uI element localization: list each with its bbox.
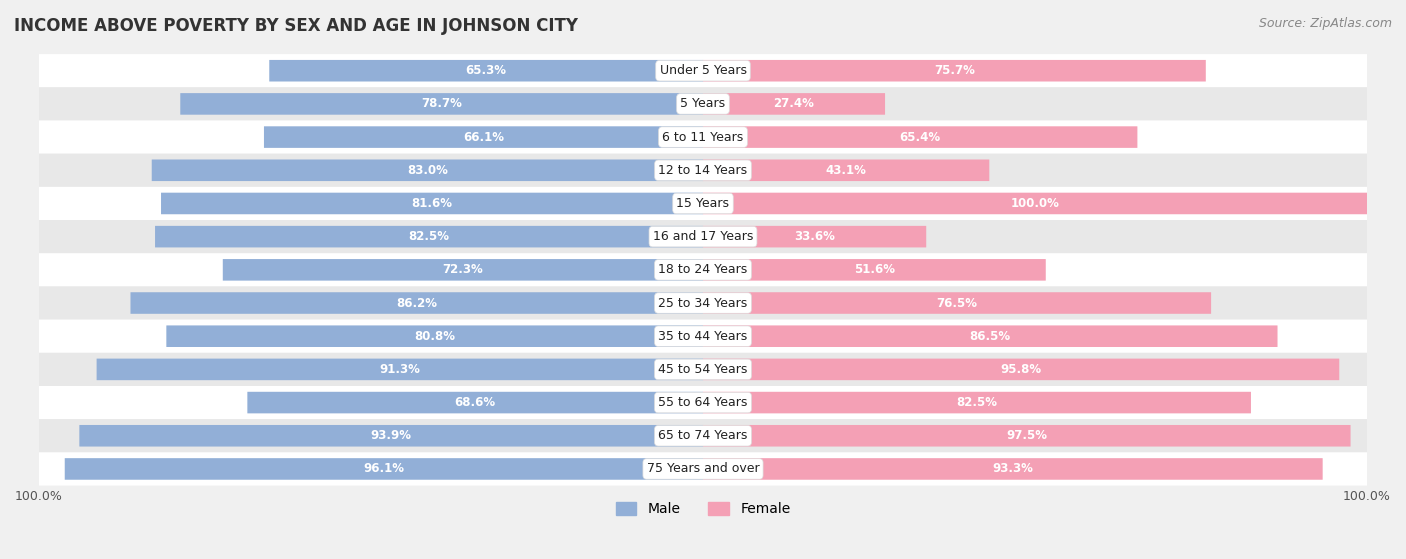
FancyBboxPatch shape bbox=[39, 353, 1367, 386]
FancyBboxPatch shape bbox=[703, 458, 1323, 480]
Text: 15 Years: 15 Years bbox=[676, 197, 730, 210]
Text: 25 to 34 Years: 25 to 34 Years bbox=[658, 296, 748, 310]
Text: 96.1%: 96.1% bbox=[363, 462, 405, 476]
Text: 51.6%: 51.6% bbox=[853, 263, 894, 276]
Text: 80.8%: 80.8% bbox=[415, 330, 456, 343]
Text: 86.2%: 86.2% bbox=[396, 296, 437, 310]
FancyBboxPatch shape bbox=[65, 458, 703, 480]
Text: 82.5%: 82.5% bbox=[956, 396, 997, 409]
Text: 65.3%: 65.3% bbox=[465, 64, 506, 77]
FancyBboxPatch shape bbox=[703, 60, 1206, 82]
FancyBboxPatch shape bbox=[703, 93, 884, 115]
FancyBboxPatch shape bbox=[166, 325, 703, 347]
FancyBboxPatch shape bbox=[703, 259, 1046, 281]
FancyBboxPatch shape bbox=[703, 392, 1251, 413]
FancyBboxPatch shape bbox=[39, 452, 1367, 486]
Text: 78.7%: 78.7% bbox=[422, 97, 463, 111]
Text: 86.5%: 86.5% bbox=[970, 330, 1011, 343]
Text: 76.5%: 76.5% bbox=[936, 296, 977, 310]
FancyBboxPatch shape bbox=[39, 386, 1367, 419]
Text: 75.7%: 75.7% bbox=[934, 64, 974, 77]
Text: 55 to 64 Years: 55 to 64 Years bbox=[658, 396, 748, 409]
FancyBboxPatch shape bbox=[131, 292, 703, 314]
FancyBboxPatch shape bbox=[180, 93, 703, 115]
Text: 12 to 14 Years: 12 to 14 Years bbox=[658, 164, 748, 177]
FancyBboxPatch shape bbox=[703, 325, 1278, 347]
Legend: Male, Female: Male, Female bbox=[610, 496, 796, 522]
FancyBboxPatch shape bbox=[39, 253, 1367, 286]
Text: 75 Years and over: 75 Years and over bbox=[647, 462, 759, 476]
Text: 93.9%: 93.9% bbox=[371, 429, 412, 442]
FancyBboxPatch shape bbox=[39, 154, 1367, 187]
Text: 83.0%: 83.0% bbox=[406, 164, 449, 177]
Text: 43.1%: 43.1% bbox=[825, 164, 866, 177]
FancyBboxPatch shape bbox=[97, 359, 703, 380]
Text: 97.5%: 97.5% bbox=[1007, 429, 1047, 442]
FancyBboxPatch shape bbox=[247, 392, 703, 413]
FancyBboxPatch shape bbox=[39, 286, 1367, 320]
FancyBboxPatch shape bbox=[79, 425, 703, 447]
FancyBboxPatch shape bbox=[39, 187, 1367, 220]
FancyBboxPatch shape bbox=[39, 320, 1367, 353]
Text: 5 Years: 5 Years bbox=[681, 97, 725, 111]
FancyBboxPatch shape bbox=[270, 60, 703, 82]
Text: INCOME ABOVE POVERTY BY SEX AND AGE IN JOHNSON CITY: INCOME ABOVE POVERTY BY SEX AND AGE IN J… bbox=[14, 17, 578, 35]
Text: 91.3%: 91.3% bbox=[380, 363, 420, 376]
Text: Under 5 Years: Under 5 Years bbox=[659, 64, 747, 77]
FancyBboxPatch shape bbox=[264, 126, 703, 148]
FancyBboxPatch shape bbox=[703, 159, 990, 181]
FancyBboxPatch shape bbox=[703, 126, 1137, 148]
Text: 66.1%: 66.1% bbox=[463, 131, 503, 144]
Text: 65 to 74 Years: 65 to 74 Years bbox=[658, 429, 748, 442]
Text: 65.4%: 65.4% bbox=[900, 131, 941, 144]
FancyBboxPatch shape bbox=[703, 226, 927, 248]
Text: 6 to 11 Years: 6 to 11 Years bbox=[662, 131, 744, 144]
Text: 100.0%: 100.0% bbox=[1011, 197, 1060, 210]
Text: 27.4%: 27.4% bbox=[773, 97, 814, 111]
FancyBboxPatch shape bbox=[39, 121, 1367, 154]
FancyBboxPatch shape bbox=[703, 425, 1351, 447]
FancyBboxPatch shape bbox=[152, 159, 703, 181]
FancyBboxPatch shape bbox=[222, 259, 703, 281]
FancyBboxPatch shape bbox=[39, 220, 1367, 253]
Text: 68.6%: 68.6% bbox=[454, 396, 496, 409]
Text: 82.5%: 82.5% bbox=[409, 230, 450, 243]
Text: 93.3%: 93.3% bbox=[993, 462, 1033, 476]
Text: 18 to 24 Years: 18 to 24 Years bbox=[658, 263, 748, 276]
Text: 81.6%: 81.6% bbox=[412, 197, 453, 210]
Text: 45 to 54 Years: 45 to 54 Years bbox=[658, 363, 748, 376]
Text: 95.8%: 95.8% bbox=[1001, 363, 1042, 376]
FancyBboxPatch shape bbox=[162, 193, 703, 214]
FancyBboxPatch shape bbox=[155, 226, 703, 248]
FancyBboxPatch shape bbox=[39, 87, 1367, 121]
FancyBboxPatch shape bbox=[703, 292, 1211, 314]
FancyBboxPatch shape bbox=[39, 419, 1367, 452]
FancyBboxPatch shape bbox=[703, 193, 1367, 214]
Text: 72.3%: 72.3% bbox=[443, 263, 484, 276]
Text: Source: ZipAtlas.com: Source: ZipAtlas.com bbox=[1258, 17, 1392, 30]
Text: 33.6%: 33.6% bbox=[794, 230, 835, 243]
Text: 35 to 44 Years: 35 to 44 Years bbox=[658, 330, 748, 343]
FancyBboxPatch shape bbox=[39, 54, 1367, 87]
FancyBboxPatch shape bbox=[703, 359, 1340, 380]
Text: 16 and 17 Years: 16 and 17 Years bbox=[652, 230, 754, 243]
